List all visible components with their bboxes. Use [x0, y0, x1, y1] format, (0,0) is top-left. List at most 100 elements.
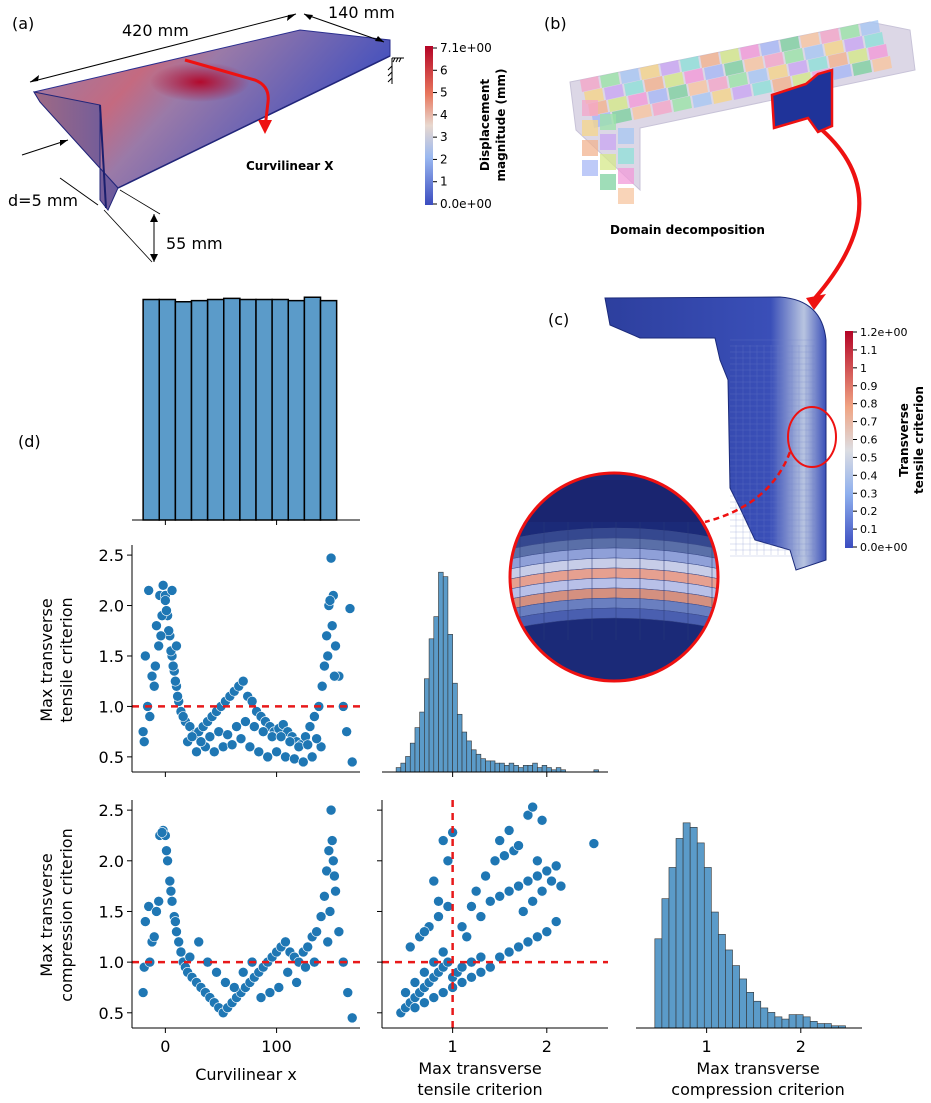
hist-tensile-bar [419, 711, 425, 773]
tensile-colorbar-title-2: tensile criterion [912, 386, 926, 494]
compression-vs-tensile-point [532, 855, 543, 867]
hist-tensile-bar [414, 727, 420, 773]
compression-vs-tensile-point [532, 931, 543, 943]
axis-tick-label-x: 1 [448, 1037, 458, 1056]
axis-tick-label-x: 0 [160, 1037, 170, 1056]
curvilinear-arrowhead [258, 120, 272, 134]
sub-part-mesh [730, 339, 815, 557]
hist-tensile-bar [546, 767, 552, 773]
compression-vs-tensile-point [522, 809, 534, 821]
compression-vs-x-point [162, 855, 173, 867]
subdomain-patch [820, 28, 840, 44]
compression-vs-tensile-point [470, 885, 482, 897]
tensile-vs-x-point [172, 691, 183, 702]
compression-vs-x-point [170, 916, 181, 927]
subdomain-patch [864, 32, 884, 48]
compression-vs-x-point [280, 936, 291, 948]
tensile-colorbar-ticks: 1.2e+00 1.1 1 0.9 0.8 0.7 0.6 0.5 0.4 0.3 0.2 0.1 0.… [853, 326, 907, 554]
tensile-colorbar-tick-label: 1.1 [860, 344, 878, 357]
compression-vs-x-point [220, 977, 231, 988]
compression-vs-tensile-point [527, 801, 538, 813]
hist-compression-bar [781, 1018, 790, 1029]
compression-vs-x-point [329, 870, 340, 882]
displacement-colorbar-title-2: magnitude (mm) [494, 68, 508, 181]
hist-bar-curvilinear [174, 301, 193, 521]
hist-bar-curvilinear [255, 298, 273, 521]
hist-tensile-bar [485, 760, 491, 773]
subdomain-patch [612, 108, 632, 124]
tensile-vs-x-point [138, 736, 150, 748]
tensile-vs-x-point [326, 620, 338, 632]
compression-vs-tensile-point [527, 896, 538, 907]
tensile-vs-x-point [170, 675, 181, 687]
subdomain-patch [740, 44, 760, 60]
hist-bar-curvilinear [142, 298, 160, 521]
compression-vs-tensile-point [437, 987, 449, 998]
hist-tensile-bar [461, 731, 468, 773]
hist-compression-bar [682, 822, 691, 1029]
compression-vs-tensile-point [456, 961, 468, 973]
subdomain-patch [780, 36, 800, 52]
displacement-colorbar [425, 46, 433, 205]
compression-vs-tensile-point [513, 880, 524, 892]
compression-vs-tensile-point [480, 870, 491, 882]
tensile-vs-x-point [143, 585, 154, 596]
hist-tensile-bar [466, 740, 472, 773]
tensile-vs-x-point [146, 670, 158, 682]
subdomain-patch [684, 68, 704, 84]
axis-tick-label-y: 1.5 [99, 647, 124, 666]
compression-vs-x-point [291, 977, 302, 988]
compression-vs-tensile-point [536, 885, 548, 897]
hist-bar-curvilinear [319, 299, 338, 521]
tensile-vs-x-point [325, 552, 337, 564]
subdomain-patch [624, 80, 644, 96]
hist-compression-bar [739, 978, 747, 1029]
panel-label-c: (c) [548, 310, 569, 329]
compression-vs-tensile-point [550, 916, 562, 927]
compression-vs-x-point [330, 885, 341, 897]
compression-vs-tensile-point [428, 875, 440, 887]
tensile-vs-x-point [195, 736, 207, 748]
hist-tensile-bar [433, 616, 439, 773]
subdomain-patch [600, 134, 616, 150]
compression-vs-x-point [211, 966, 222, 978]
hist-tensile-bar [480, 758, 486, 773]
compression-vs-tensile-point [437, 946, 449, 958]
compression-vs-x-point [325, 804, 337, 816]
compression-vs-tensile-point [475, 966, 487, 978]
dim-line-length [29, 13, 297, 83]
compression-vs-tensile-point [419, 966, 430, 978]
zoom-leader [704, 451, 792, 524]
compression-vs-x-point [255, 992, 267, 1003]
dim-ext-line-high [119, 189, 161, 215]
panel-c-tensile-criterion: (c) 1.2e+00 1.1 1 0.9 0.8 0.7 0.6 0.5 0.4 0.3 0.2 0… [508, 296, 926, 683]
compression-vs-tensile-point [442, 855, 454, 867]
subdomain-patch [600, 114, 616, 130]
hist-compression-bar [774, 1016, 783, 1029]
tensile-vs-x-point [240, 716, 251, 727]
compression-vs-x-point [302, 941, 314, 953]
hist-compression-bar [675, 838, 684, 1029]
subdomain-patch [668, 84, 688, 100]
subdomain-patch [618, 128, 634, 144]
hist-compression-bar [711, 911, 719, 1029]
fixed-support-icon [387, 57, 404, 84]
dim-leader-thickness [59, 177, 99, 206]
compression-vs-tensile-point [555, 880, 567, 892]
hist-compression-bar [802, 1016, 811, 1029]
hist-bar-curvilinear [303, 296, 322, 521]
subdomain-patch [688, 80, 708, 96]
compression-vs-tensile-point [484, 896, 496, 907]
compression-vs-x-point [324, 906, 336, 917]
compression-vs-x-point [237, 966, 249, 978]
hist-compression-bar [654, 938, 663, 1029]
hist-tensile-bar [508, 762, 515, 773]
panel-b-decomposition: (b) Domain decomposition [544, 14, 916, 310]
hist-compression-bar [718, 934, 726, 1029]
tensile-vs-x-point [257, 726, 269, 737]
hist-tensile-bar [428, 638, 435, 773]
axis-tick-label-y: 1.0 [99, 953, 124, 972]
compression-vs-x-point [148, 931, 160, 943]
tensile-vs-x-point [244, 741, 256, 753]
